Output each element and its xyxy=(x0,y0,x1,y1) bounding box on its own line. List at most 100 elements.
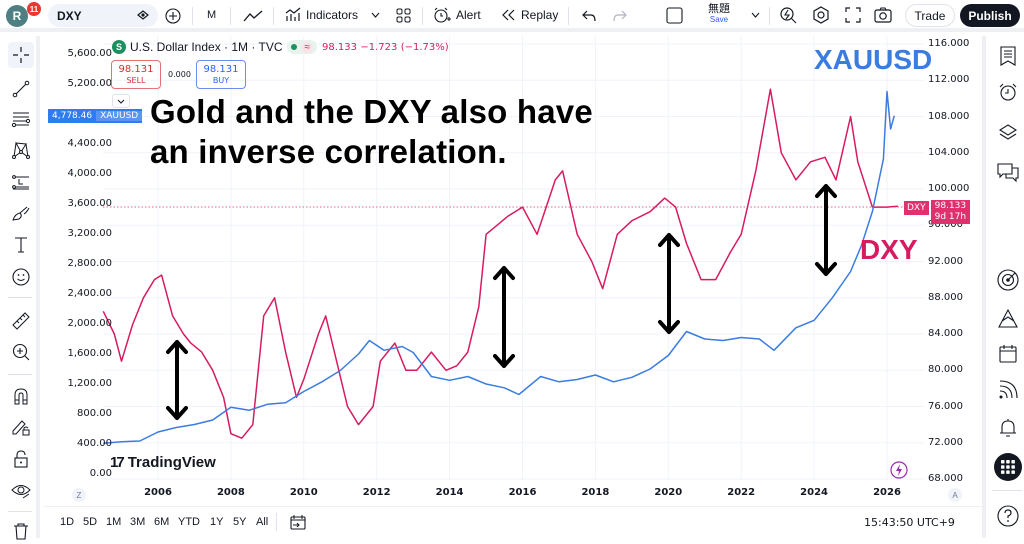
range-button-5d[interactable]: 5D xyxy=(83,516,98,528)
tradingview-watermark[interactable]: 17 TradingView xyxy=(110,454,216,471)
calendar-button[interactable] xyxy=(994,339,1022,367)
text-icon xyxy=(15,237,27,253)
range-button-ytd[interactable]: YTD xyxy=(178,516,200,528)
indicators-button[interactable]: Indicators xyxy=(285,0,358,30)
range-button-1m[interactable]: 1M xyxy=(106,516,122,528)
sell-button[interactable]: 98.131 SELL xyxy=(111,60,161,89)
tradingview-logo-icon: 17 xyxy=(110,454,125,471)
measure-tool[interactable] xyxy=(8,308,34,334)
user-avatar[interactable]: R xyxy=(6,5,28,27)
layout-menu-chevron-icon[interactable] xyxy=(751,12,760,18)
legend-change-pct: (−1.73%) xyxy=(400,41,449,53)
clock-timezone[interactable]: 15:43:50 UTC+9 xyxy=(864,516,955,529)
object-tree-button[interactable] xyxy=(994,118,1022,146)
right-axis-tick: 68.000 xyxy=(928,473,963,484)
symbol-search-input[interactable]: DXY xyxy=(48,4,158,27)
left-axis-tick: 1,600.00 xyxy=(67,348,112,359)
save-label: Save xyxy=(709,15,729,24)
left-axis-tick: 1,200.00 xyxy=(67,378,112,389)
chart-pane[interactable]: 5,600.00 5,200.00 4,400.00 4,000.00 3,600.00… xyxy=(44,36,982,506)
replay-button[interactable]: Replay xyxy=(502,0,558,30)
add-symbol-icon[interactable] xyxy=(165,8,181,24)
watchlist-button[interactable] xyxy=(994,42,1022,70)
crosshair-tool[interactable] xyxy=(8,42,34,68)
range-button-5y[interactable]: 5Y xyxy=(233,516,247,528)
layout-name-button[interactable]: 無題 Save xyxy=(706,3,732,25)
undo-icon[interactable] xyxy=(582,10,596,22)
chart-type-line-icon[interactable] xyxy=(243,9,263,23)
auto-scale-button[interactable]: A xyxy=(948,488,962,502)
left-axis-tick: 3,200.00 xyxy=(67,228,112,239)
time-axis-tick: 2026 xyxy=(873,487,901,498)
zoom-in-tool[interactable] xyxy=(8,339,34,365)
hide-tool[interactable] xyxy=(8,478,34,504)
magnet-tool[interactable] xyxy=(8,383,34,409)
redo-icon[interactable] xyxy=(613,10,627,22)
chevron-down-icon[interactable] xyxy=(371,12,380,18)
range-button-all[interactable]: All xyxy=(256,516,269,528)
dxy-series-line xyxy=(102,88,898,439)
symbol-text: DXY xyxy=(57,8,82,23)
series-legend[interactable]: S U.S. Dollar Index · 1M · TVC ≈ 98.133 … xyxy=(112,40,449,54)
publish-button[interactable]: Publish xyxy=(960,4,1020,27)
alerts-button[interactable] xyxy=(994,78,1022,106)
long-position-tool[interactable] xyxy=(8,169,34,195)
replay-icon xyxy=(502,9,515,21)
left-axis-tick: 2,400.00 xyxy=(67,288,112,299)
xauusd-annotation: XAUUSD xyxy=(814,44,933,75)
chart-canvas[interactable] xyxy=(44,36,982,506)
products-button[interactable] xyxy=(994,453,1022,481)
time-axis-tick: 2018 xyxy=(581,487,610,498)
layouts-grid-icon[interactable] xyxy=(396,8,411,23)
lock-all-tool[interactable] xyxy=(8,446,34,472)
lock-drawings-tool[interactable] xyxy=(8,414,34,440)
bell-icon xyxy=(1000,419,1016,437)
help-button[interactable] xyxy=(994,502,1022,530)
divider xyxy=(8,374,32,375)
quick-search-icon[interactable] xyxy=(779,6,797,25)
divider xyxy=(8,297,32,298)
go-to-date-icon[interactable] xyxy=(290,514,306,530)
trade-button[interactable]: Trade xyxy=(905,4,955,27)
ideas-button[interactable] xyxy=(994,304,1022,332)
watch-eye-icon[interactable] xyxy=(137,10,149,20)
right-axis-tick: 88.000 xyxy=(928,291,963,303)
alert-button[interactable]: Alert xyxy=(433,0,481,30)
ruler-icon xyxy=(12,312,30,330)
chats-button[interactable] xyxy=(994,158,1022,186)
notification-badge: 11 xyxy=(27,2,41,16)
xauusd-price: 4,778.46 xyxy=(52,111,93,121)
range-button-3m[interactable]: 3M xyxy=(130,516,146,528)
trend-line-tool[interactable] xyxy=(8,76,34,102)
remove-tool[interactable] xyxy=(8,518,34,544)
brush-tool[interactable] xyxy=(8,200,34,226)
fib-tool[interactable] xyxy=(8,106,34,132)
buy-price: 98.131 xyxy=(203,63,239,75)
notifications-button[interactable] xyxy=(994,414,1022,442)
hotlists-button[interactable] xyxy=(994,266,1022,294)
right-axis-tick: 80.000 xyxy=(928,364,963,376)
left-axis-tick: 0.00 xyxy=(89,468,112,479)
lightning-event-icon[interactable] xyxy=(890,461,908,479)
z-scale-button[interactable]: Z xyxy=(72,488,86,502)
buy-button[interactable]: 98.131 BUY xyxy=(196,60,246,89)
camera-snapshot-icon[interactable] xyxy=(874,7,892,23)
divider xyxy=(992,490,1022,491)
symbol-logo-icon: S xyxy=(112,40,126,54)
range-button-1d[interactable]: 1D xyxy=(60,516,75,528)
fullscreen-icon[interactable] xyxy=(845,7,861,23)
text-tool[interactable] xyxy=(8,232,34,258)
select-checkbox-icon[interactable] xyxy=(666,7,683,24)
streams-button[interactable] xyxy=(994,376,1022,404)
left-axis-tick: 4,000.00 xyxy=(67,168,112,179)
pattern-tool[interactable] xyxy=(8,137,34,163)
emoji-tool[interactable] xyxy=(8,264,34,290)
market-status-pill[interactable]: ≈ xyxy=(287,40,317,54)
range-button-6m[interactable]: 6M xyxy=(154,516,170,528)
settings-gear-icon[interactable] xyxy=(812,6,830,24)
legend-collapse-button[interactable] xyxy=(112,94,130,108)
buy-label: BUY xyxy=(212,75,230,85)
interval-button[interactable]: M xyxy=(207,9,217,21)
range-button-1y[interactable]: 1Y xyxy=(210,516,224,528)
legend-title: U.S. Dollar Index · 1M · TVC xyxy=(130,40,283,54)
